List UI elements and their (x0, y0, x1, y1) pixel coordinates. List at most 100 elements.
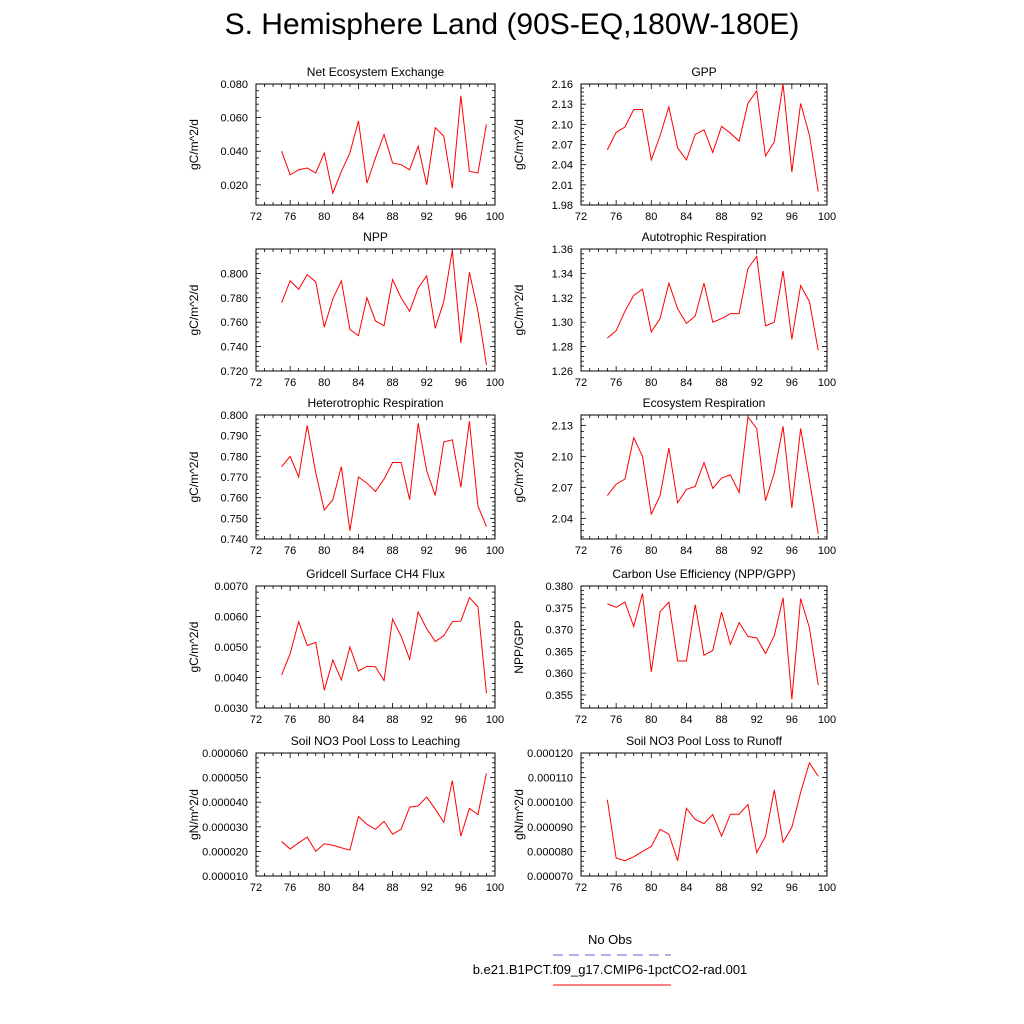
panel-1-xtick-label: 96 (455, 211, 467, 223)
panel-5-xtick-label: 88 (386, 545, 398, 557)
panel-5-xtick-label: 100 (486, 545, 504, 557)
panel-6-ytick-label: 2.10 (552, 451, 573, 463)
panel-4-xtick-label: 100 (818, 377, 836, 389)
panel-10-xtick-label: 84 (680, 882, 692, 894)
panel-3-ytick-label: 0.760 (220, 317, 248, 329)
panel-2-ytick-label: 2.10 (552, 119, 573, 131)
panel-9-ytick-label: 0.000040 (202, 797, 248, 809)
panel-8-xtick-label: 92 (751, 714, 763, 726)
panel-10-xtick-label: 100 (818, 882, 836, 894)
panel-10-ylabel: gN/m^2/d (512, 789, 526, 840)
panel-5-series-line-1 (281, 421, 487, 531)
panel-9-frame (255, 752, 496, 877)
panel-10-ytick-label: 0.000080 (527, 846, 573, 858)
panel-1-xtick-label: 88 (386, 211, 398, 223)
panel-4-xtick-label: 76 (610, 377, 622, 389)
panel-5-xtick-label: 80 (318, 545, 330, 557)
panel-3-xtick-label: 84 (352, 377, 364, 389)
panel-8-title: Carbon Use Efficiency (NPP/GPP) (612, 567, 795, 581)
panel-4-ytick-label: 1.28 (552, 342, 573, 354)
panel-8-ytick-label: 0.370 (545, 625, 573, 637)
panel-9-ytick-label: 0.000030 (202, 822, 248, 834)
panel-2-frame (580, 83, 828, 206)
panel-2-xtick-label: 72 (575, 211, 587, 223)
panel-4-xtick-label: 92 (751, 377, 763, 389)
panel-2-ytick-label: 2.01 (552, 180, 573, 192)
page-title: S. Hemisphere Land (90S-EQ,180W-180E) (224, 8, 800, 41)
panel-3-xtick-label: 100 (486, 377, 504, 389)
panel-6-xtick-label: 80 (645, 545, 657, 557)
panel-8-ytick-label: 0.365 (545, 646, 573, 658)
panel-1-frame (255, 83, 496, 206)
panel-4-ytick-label: 1.36 (552, 244, 573, 256)
panel-10-xtick-label: 76 (610, 882, 622, 894)
panel-7-ytick-label: 0.0040 (214, 673, 248, 685)
panel-8-xtick-label: 76 (610, 714, 622, 726)
panel-8-xtick-label: 88 (715, 714, 727, 726)
panel-3-ytick-label: 0.720 (220, 366, 248, 378)
panel-10-ytick-label: 0.000070 (527, 871, 573, 883)
panel-9-xtick-label: 76 (284, 882, 296, 894)
panel-9-xtick-label: 100 (486, 882, 504, 894)
panel-9-ytick-label: 0.000010 (202, 871, 248, 883)
panel-8-xtick-label: 96 (786, 714, 798, 726)
panel-1-series-line-1 (281, 95, 487, 195)
panel-4-ylabel: gC/m^2/d (512, 285, 526, 336)
panel-6-series-line-1 (606, 415, 819, 534)
panel-9-ytick-label: 0.000050 (202, 773, 248, 785)
panel-2-ytick-label: 2.07 (552, 140, 573, 152)
panel-5-xtick-label: 84 (352, 545, 364, 557)
panel-4-ytick-label: 1.30 (552, 317, 573, 329)
panel-10-series-line-1 (606, 761, 819, 862)
panel-1-ylabel: gC/m^2/d (187, 119, 201, 170)
panel-8-ytick-label: 0.355 (545, 690, 573, 702)
panel-10-ytick-label: 0.000100 (527, 797, 573, 809)
panel-1-xtick-label: 84 (352, 211, 364, 223)
panel-5-ytick-label: 0.750 (220, 513, 248, 525)
panel-2-xtick-label: 80 (645, 211, 657, 223)
panel-2-xtick-label: 92 (751, 211, 763, 223)
panel-7-xtick-label: 84 (352, 714, 364, 726)
panel-7-series-line-1 (281, 596, 487, 694)
panel-2-xtick-label: 76 (610, 211, 622, 223)
panel-9-ylabel: gN/m^2/d (187, 789, 201, 840)
panel-7-xtick-label: 72 (250, 714, 262, 726)
legend-label-model-run: b.e21.B1PCT.f09_g17.CMIP6-1pctCO2-rad.00… (472, 962, 748, 977)
panel-1-title: Net Ecosystem Exchange (307, 65, 445, 79)
panel-6-xtick-label: 84 (680, 545, 692, 557)
panel-6-xtick-label: 76 (610, 545, 622, 557)
panel-9-ytick-label: 0.000020 (202, 846, 248, 858)
panel-2-ylabel: gC/m^2/d (512, 119, 526, 170)
panel-9-series-line-1 (281, 773, 487, 853)
panel-10-xtick-label: 96 (786, 882, 798, 894)
panel-2-xtick-label: 96 (786, 211, 798, 223)
panel-5-ytick-label: 0.780 (220, 451, 248, 463)
panel-6-xtick-label: 92 (751, 545, 763, 557)
panel-2-series-line-1 (606, 83, 819, 192)
panel-6-xtick-label: 88 (715, 545, 727, 557)
panel-1-ytick-label: 0.040 (220, 146, 248, 158)
panel-9-xtick-label: 88 (386, 882, 398, 894)
panel-5-ytick-label: 0.790 (220, 431, 248, 443)
panel-10-xtick-label: 88 (715, 882, 727, 894)
panel-2-xtick-label: 100 (818, 211, 836, 223)
panel-4-title: Autotrophic Respiration (642, 230, 767, 244)
panel-1-xtick-label: 80 (318, 211, 330, 223)
panel-3-frame (255, 248, 496, 372)
panel-1-xtick-label: 72 (250, 211, 262, 223)
panel-10-ytick-label: 0.000110 (528, 773, 573, 785)
panel-7-title: Gridcell Surface CH4 Flux (306, 567, 445, 581)
panel-7-ytick-label: 0.0070 (214, 581, 248, 593)
panel-6-xtick-label: 100 (818, 545, 836, 557)
panel-3-ytick-label: 0.740 (220, 342, 248, 354)
panel-6-ytick-label: 2.07 (552, 482, 573, 494)
panel-3-ytick-label: 0.780 (220, 293, 248, 305)
panel-7-xtick-label: 76 (284, 714, 296, 726)
panel-5-ytick-label: 0.760 (220, 493, 248, 505)
panel-3-xtick-label: 80 (318, 377, 330, 389)
panel-4-frame (580, 248, 828, 372)
panel-5-ylabel: gC/m^2/d (187, 452, 201, 503)
panel-6-ytick-label: 2.04 (552, 513, 573, 525)
panel-5-ytick-label: 0.770 (220, 472, 248, 484)
